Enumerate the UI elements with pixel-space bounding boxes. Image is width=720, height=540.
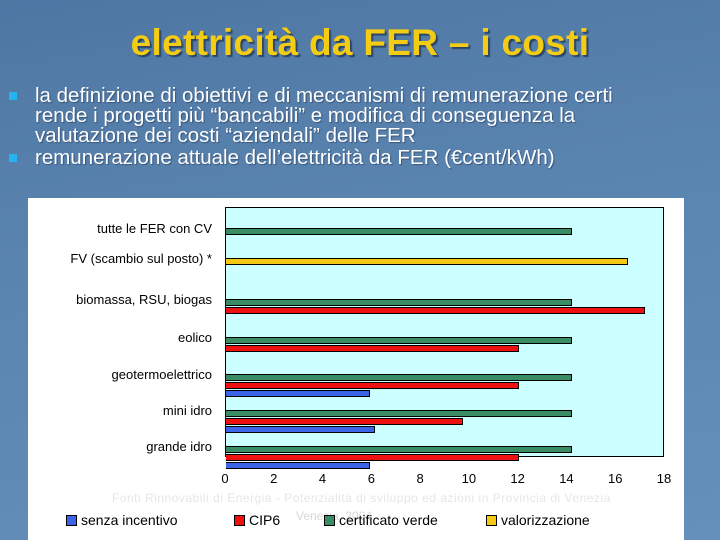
bar-CIP6 [226, 454, 519, 461]
bullet-square-icon [9, 92, 17, 100]
category-label: geotermoelettrico [111, 367, 212, 382]
bullet-item: la definizione di obiettivi e di meccani… [8, 84, 720, 147]
bar-certificato-verde [226, 337, 573, 344]
chart-legend: senza incentivo CIP6 certificato verde valo… [28, 512, 684, 532]
bar-certificato-verde [226, 446, 573, 453]
category-label: tutte le FER con CV [97, 221, 212, 236]
legend-swatch-icon [486, 514, 497, 526]
bullet-line: remunerazione attuale dell’elettricità d… [35, 146, 555, 169]
x-tick-label: 4 [318, 471, 327, 486]
bar-CIP6 [226, 418, 463, 425]
category-label: biomassa, RSU, biogas [76, 292, 212, 307]
category-label: FV (scambio sul posto) * [70, 251, 212, 266]
category-label: mini idro [162, 403, 212, 418]
source-note: Fonti Rinnovabili di Energia - Potenzial… [112, 491, 611, 505]
x-tick-label: 12 [510, 471, 525, 486]
bar-CIP6 [226, 307, 646, 314]
legend-label: certificato verde [339, 512, 438, 528]
x-tick-label: 2 [270, 471, 278, 486]
slide-title: elettricità da FER – i costi [130, 22, 590, 63]
bar-valorizzazione [226, 258, 629, 265]
category-label: grande idro [146, 439, 212, 454]
bar-certificato-verde [226, 299, 573, 306]
legend-label: senza incentivo [81, 512, 178, 528]
bar-CIP6 [226, 382, 519, 389]
x-tick-label: 10 [461, 471, 477, 486]
bullet-square-icon [9, 154, 17, 162]
legend-swatch-icon [234, 514, 245, 526]
x-tick-label: 16 [607, 471, 623, 486]
legend-swatch-icon [324, 514, 335, 526]
category-label: eolico [178, 330, 212, 345]
bar-certificato-verde [226, 374, 573, 381]
legend-swatch-icon [66, 514, 77, 526]
legend-label: CIP6 [249, 512, 281, 528]
legend-item: valorizzazione [486, 512, 590, 528]
x-tick-label: 14 [559, 471, 574, 486]
bullet-line: rende i progetti più “bancabili” e modif… [35, 104, 576, 127]
bar-certificato-verde [226, 410, 573, 417]
bar-senza-incentivo [226, 462, 370, 469]
bar-senza-incentivo [226, 390, 370, 397]
bar-senza-incentivo [226, 426, 375, 433]
x-tick-label: 6 [367, 471, 375, 486]
plot-area [225, 207, 664, 469]
x-tick-label: 0 [221, 471, 229, 486]
bar-CIP6 [226, 345, 519, 352]
bullet-line: valutazione dei costi “aziendali” delle … [35, 124, 416, 147]
legend-item: CIP6 [234, 512, 280, 528]
x-tick-label: 8 [416, 471, 424, 486]
bar-certificato-verde [226, 228, 573, 235]
chart-panel: tutte le FER con CV FV (scambio sul posto… [28, 198, 684, 540]
bullet-item: remunerazione attuale dell’elettricità d… [8, 146, 720, 169]
legend-item: certificato verde [324, 512, 438, 528]
x-tick-label: 18 [656, 471, 672, 486]
bullet-line: la definizione di obiettivi e di meccani… [35, 84, 613, 107]
legend-item: senza incentivo [66, 512, 178, 528]
legend-label: valorizzazione [501, 512, 590, 528]
bullet-list: la definizione di obiettivi e di meccani… [8, 84, 720, 170]
